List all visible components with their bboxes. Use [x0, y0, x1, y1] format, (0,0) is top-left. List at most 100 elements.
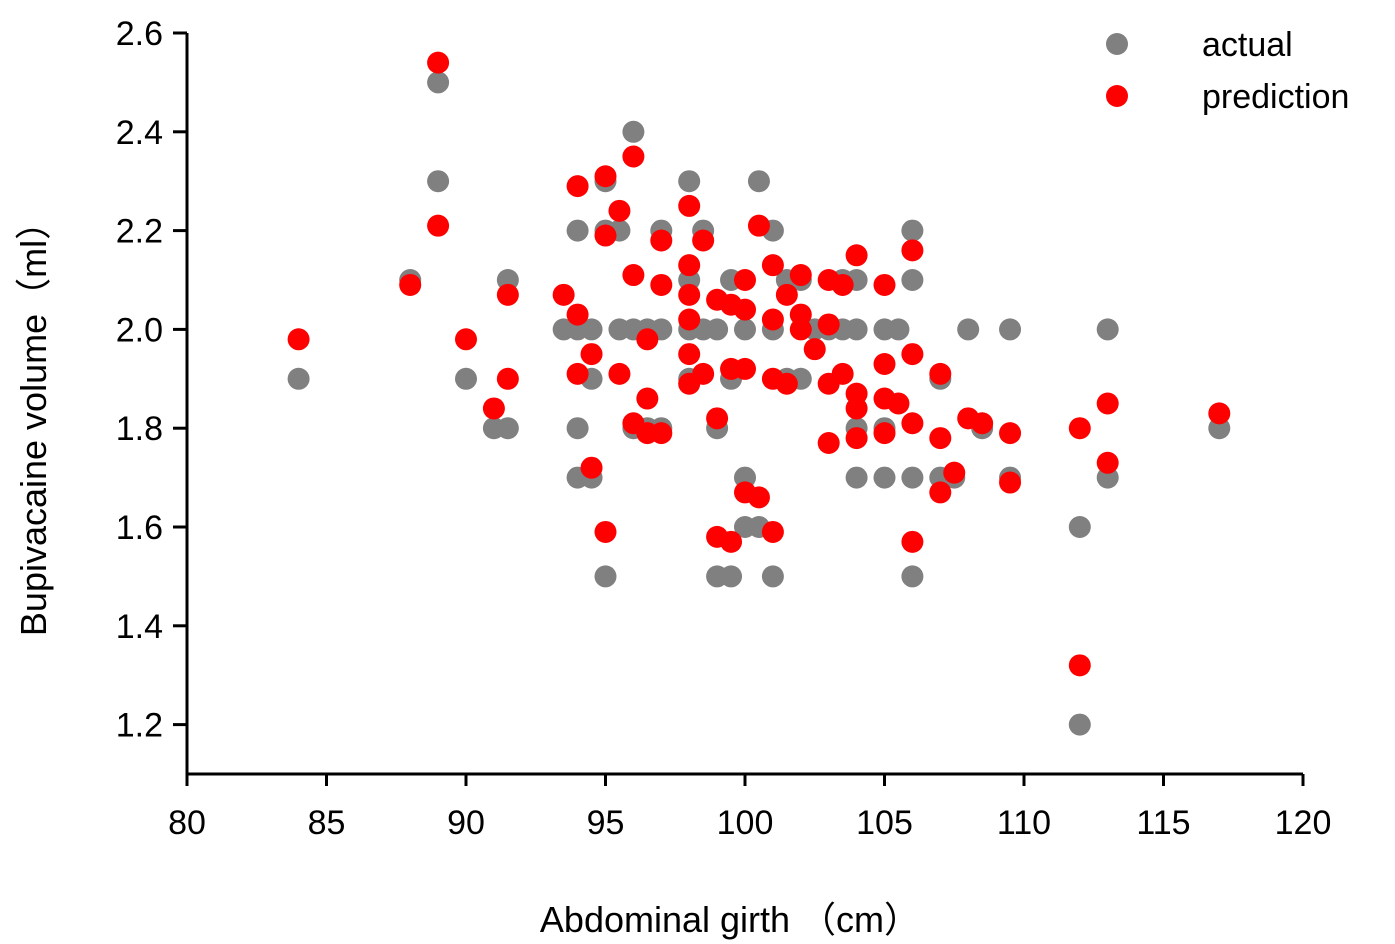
prediction-point [580, 343, 603, 366]
prediction-point [734, 269, 756, 291]
prediction-point [873, 352, 896, 375]
actual-point [580, 318, 603, 341]
prediction-point [636, 328, 659, 351]
y-tick-label: 2.2 [116, 213, 163, 251]
prediction-point [455, 328, 477, 351]
series-layer [287, 51, 1231, 736]
actual-point [1068, 713, 1091, 736]
prediction-point [817, 432, 840, 455]
y-tick-label: 1.4 [116, 608, 163, 646]
legend-label-actual: actual [1202, 26, 1293, 64]
prediction-point [650, 229, 673, 252]
actual-point [427, 170, 450, 193]
prediction-point [678, 254, 701, 277]
actual-point [287, 367, 310, 390]
actual-point [761, 565, 784, 588]
y-tick-label: 2.4 [116, 114, 163, 152]
y-tick-label: 2.0 [116, 311, 163, 349]
prediction-point [706, 407, 729, 430]
prediction-point [929, 481, 952, 504]
actual-point [734, 318, 756, 341]
actual-point [455, 367, 477, 390]
y-tick-label: 1.8 [116, 410, 163, 448]
prediction-point [831, 273, 854, 296]
prediction-point [678, 283, 701, 306]
actual-point [873, 466, 896, 489]
prediction-point [747, 214, 770, 237]
actual-point [496, 417, 519, 440]
prediction-point [1096, 392, 1119, 415]
prediction-point [971, 412, 994, 435]
legend-marker-prediction [1106, 85, 1128, 107]
x-tick-label: 110 [997, 804, 1051, 842]
prediction-point [566, 303, 589, 326]
actual-point [901, 466, 924, 489]
actual-point [1068, 516, 1091, 538]
prediction-point [496, 367, 519, 390]
prediction-point [845, 397, 868, 420]
prediction-point [831, 362, 854, 385]
prediction-point [1068, 654, 1091, 677]
prediction-point [580, 456, 603, 479]
prediction-point [287, 328, 310, 351]
prediction-point [636, 387, 659, 410]
actual-point [678, 170, 701, 193]
series-actual [287, 71, 1231, 736]
actual-point [747, 170, 770, 193]
prediction-point [761, 520, 784, 543]
prediction-point [594, 520, 617, 543]
prediction-point [594, 224, 617, 247]
prediction-point [608, 362, 631, 385]
x-tick-label: 90 [447, 804, 485, 842]
y-axis: 1.2 1.4 1.6 1.8 2.0 2.2 2.4 2.6 [116, 15, 189, 776]
actual-point [999, 318, 1022, 341]
prediction-point [650, 422, 673, 445]
actual-point [566, 417, 589, 440]
series-prediction [287, 51, 1231, 677]
x-tick-label: 105 [856, 804, 913, 842]
prediction-point [999, 422, 1022, 445]
prediction-point [678, 194, 701, 217]
prediction-point [999, 471, 1022, 494]
prediction-point [775, 372, 798, 395]
prediction-point [761, 308, 784, 331]
prediction-point [901, 412, 924, 435]
y-tick-label: 1.2 [116, 707, 163, 745]
prediction-point [887, 392, 910, 415]
prediction-point [901, 239, 924, 262]
x-tick-label: 85 [308, 804, 346, 842]
actual-point [706, 318, 729, 341]
actual-point [427, 71, 450, 94]
prediction-point [608, 199, 631, 222]
legend-marker-actual [1106, 33, 1128, 55]
prediction-point [678, 308, 701, 331]
actual-point [594, 565, 617, 588]
actual-point [901, 565, 924, 588]
x-tick-label: 95 [587, 804, 625, 842]
prediction-point [929, 427, 952, 450]
prediction-point [594, 165, 617, 188]
prediction-point [747, 486, 770, 509]
x-tick-label: 100 [717, 804, 774, 842]
prediction-point [622, 264, 645, 287]
prediction-point [692, 362, 715, 385]
actual-point [957, 318, 980, 341]
prediction-point [1096, 451, 1119, 474]
prediction-point [427, 214, 450, 237]
prediction-point [901, 343, 924, 366]
prediction-point [761, 254, 784, 277]
actual-point [901, 219, 924, 242]
prediction-point [873, 422, 896, 445]
prediction-point [803, 338, 826, 361]
actual-point [720, 565, 743, 588]
actual-point [1096, 318, 1119, 341]
prediction-point [566, 362, 589, 385]
x-tick-label: 115 [1136, 804, 1190, 842]
prediction-point [845, 244, 868, 267]
prediction-point [943, 461, 966, 484]
x-tick-label: 120 [1275, 804, 1332, 842]
prediction-point [734, 298, 756, 321]
prediction-point [622, 145, 645, 168]
prediction-point [1068, 417, 1091, 440]
